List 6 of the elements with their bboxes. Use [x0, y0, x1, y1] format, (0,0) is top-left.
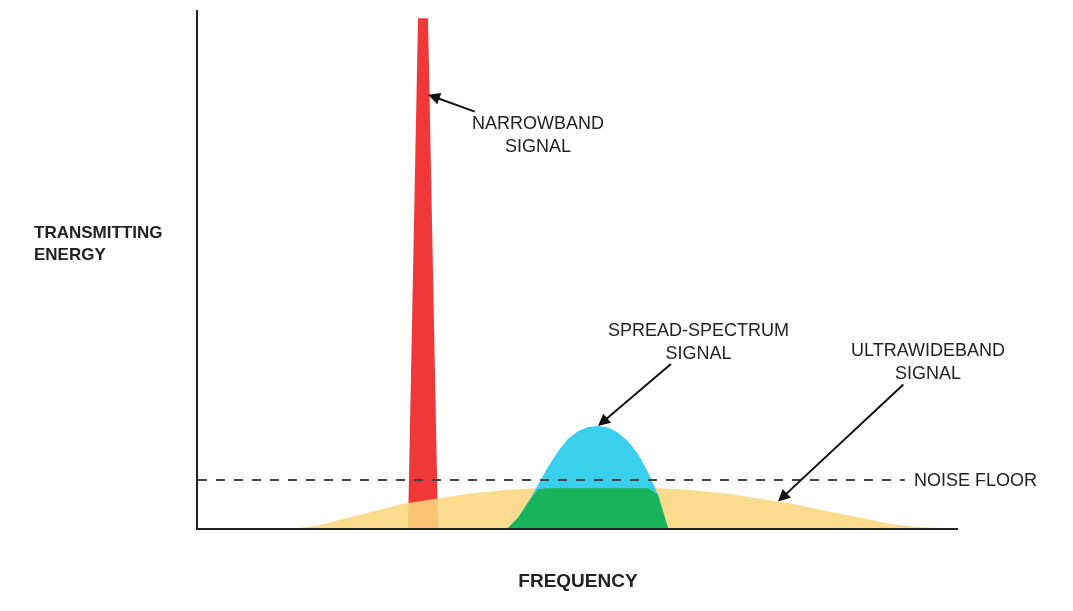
- text: NARROWBAND SIGNAL: [472, 113, 605, 157]
- ref-line-label: NOISE FLOOR: [914, 470, 1038, 490]
- y-axis-title: TRANSMITTING ENERGY: [34, 223, 163, 265]
- text: ULTRAWIDEBAND SIGNAL: [851, 340, 1006, 384]
- text: SPREAD-SPECTRUM SIGNAL: [608, 320, 790, 364]
- x-axis-title: FREQUENCY: [518, 570, 638, 592]
